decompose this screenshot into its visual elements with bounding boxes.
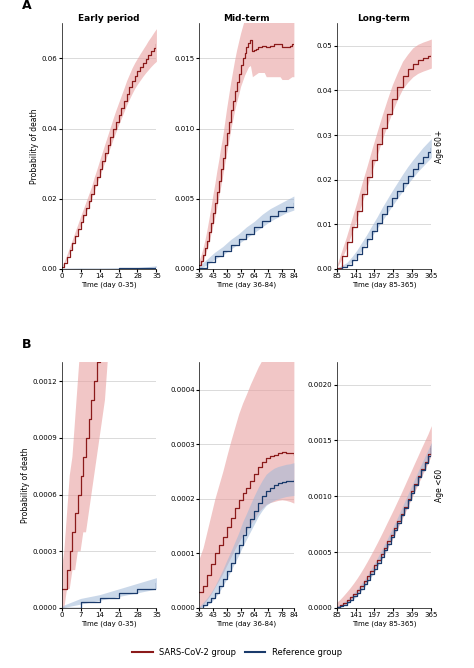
X-axis label: Time (day 36-84): Time (day 36-84): [217, 282, 276, 289]
Title: Long-term: Long-term: [357, 13, 410, 23]
Text: Age 60+: Age 60+: [435, 130, 444, 163]
Title: Early period: Early period: [78, 13, 140, 23]
X-axis label: Time (day 0-35): Time (day 0-35): [81, 282, 137, 289]
Text: A: A: [22, 0, 31, 12]
X-axis label: Time (day 85-365): Time (day 85-365): [352, 621, 416, 627]
Y-axis label: Probability of death: Probability of death: [21, 448, 30, 523]
X-axis label: Time (day 85-365): Time (day 85-365): [352, 282, 416, 289]
Legend: SARS-CoV-2 group, Reference group: SARS-CoV-2 group, Reference group: [128, 645, 346, 661]
X-axis label: Time (day 0-35): Time (day 0-35): [81, 621, 137, 627]
Text: Age <60: Age <60: [435, 468, 444, 502]
Y-axis label: Probability of death: Probability of death: [30, 108, 39, 184]
X-axis label: Time (day 36-84): Time (day 36-84): [217, 621, 276, 627]
Title: Mid-term: Mid-term: [223, 13, 270, 23]
Text: B: B: [22, 338, 31, 351]
